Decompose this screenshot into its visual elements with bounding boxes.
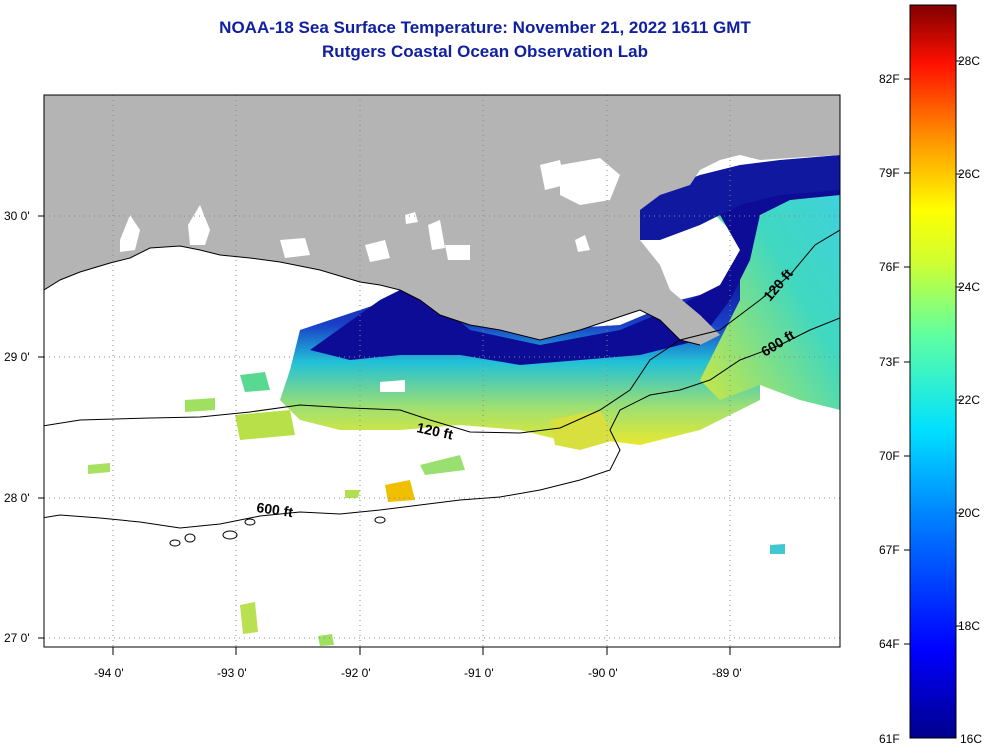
- colorbar-f-79: 79F: [879, 166, 900, 180]
- colorbar-c-26: 26C: [958, 167, 980, 181]
- chart-title: NOAA-18 Sea Surface Temperature: Novembe…: [219, 18, 751, 37]
- colorbar-f-82: 82F: [879, 72, 900, 86]
- colorbar-ticks: [904, 60, 962, 645]
- colorbar-c-28: 28C: [958, 54, 980, 68]
- colorbar-f-67: 67F: [879, 543, 900, 557]
- lon-label-92: -92 0': [341, 666, 371, 680]
- lon-label-91: -91 0': [464, 666, 494, 680]
- lon-label-94: -94 0': [94, 666, 124, 680]
- lon-label-93: -93 0': [217, 666, 247, 680]
- colorbar-f-70: 70F: [879, 449, 900, 463]
- lon-label-90: -90 0': [588, 666, 618, 680]
- contour-label-120ft-west: 120 ft: [415, 419, 454, 442]
- contour-label-600ft-west: 600 ft: [256, 499, 295, 520]
- grid-lines: [44, 95, 840, 647]
- sst-patches: [88, 372, 785, 646]
- colorbar-f-76: 76F: [879, 260, 900, 274]
- map-border: [43, 94, 841, 648]
- colorbar-f-64: 64F: [879, 637, 900, 651]
- lat-label-30: 30 0': [4, 209, 30, 223]
- colorbar-c-22: 22C: [958, 393, 980, 407]
- contour-600ft: [44, 317, 840, 529]
- sst-cold-nearshore: [310, 175, 840, 365]
- axis-ticks: [38, 215, 731, 655]
- lat-label-28: 28 0': [4, 491, 30, 505]
- contour-600ft-islands: [169, 516, 386, 547]
- inland-water: [120, 158, 620, 262]
- colorbar-c-20: 20C: [958, 506, 980, 520]
- colorbar-c-18: 18C: [958, 619, 980, 633]
- chart-subtitle: Rutgers Coastal Ocean Observation Lab: [322, 42, 648, 61]
- colorbar-c-24: 24C: [958, 280, 980, 294]
- lat-label-27: 27 0': [4, 631, 30, 645]
- coastline: [44, 245, 701, 346]
- lat-label-29: 29 0': [4, 350, 30, 364]
- land-area: [44, 95, 840, 345]
- sst-mississippi-sound: [620, 155, 840, 240]
- lon-label-89: -89 0': [712, 666, 742, 680]
- contour-120ft: [44, 229, 840, 434]
- colorbar-f-73: 73F: [879, 355, 900, 369]
- colorbar: [909, 4, 957, 739]
- colorbar-c-16: 16C: [960, 732, 982, 746]
- colorbar-f-61: 61F: [879, 732, 900, 746]
